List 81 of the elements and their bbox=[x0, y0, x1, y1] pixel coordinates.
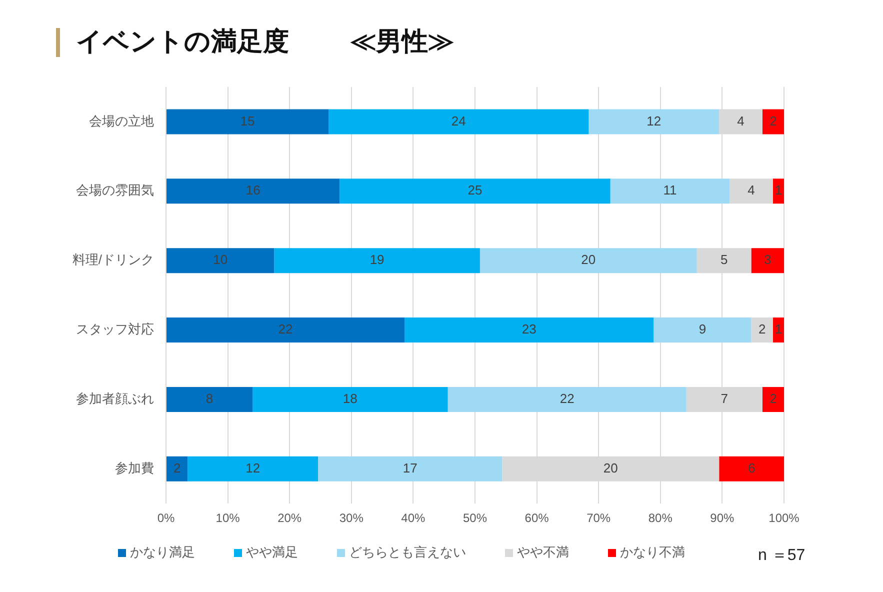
x-tick-label: 0% bbox=[157, 511, 175, 526]
annotation: 24 bbox=[451, 113, 466, 128]
bar bbox=[166, 456, 188, 482]
legend-label: どちらとも言えない bbox=[349, 544, 466, 560]
y-tick-label: 参加費 bbox=[115, 460, 154, 476]
annotation: 20 bbox=[603, 460, 618, 476]
annotation: 15 bbox=[240, 113, 255, 128]
x-tick-label: 30% bbox=[339, 511, 364, 526]
annotation: 20 bbox=[581, 252, 596, 268]
bar bbox=[448, 386, 686, 412]
annotation: 7 bbox=[720, 391, 728, 406]
annotation: 22 bbox=[278, 322, 293, 337]
x-tick-label: 80% bbox=[648, 511, 673, 526]
bar bbox=[772, 178, 784, 204]
annotation: 9 bbox=[698, 322, 706, 337]
annotation: 22 bbox=[560, 391, 574, 406]
annotation: 4 bbox=[748, 182, 755, 198]
annotation: 2 bbox=[173, 460, 181, 476]
annotation: 18 bbox=[342, 391, 358, 406]
legend-label: かなり不満 bbox=[620, 544, 685, 560]
bar bbox=[188, 456, 318, 482]
bar bbox=[762, 386, 784, 412]
bar bbox=[166, 178, 340, 204]
legend-label: やや不満 bbox=[517, 544, 569, 560]
chart-subtitle: ≪男性≫ bbox=[350, 25, 454, 57]
bar bbox=[762, 109, 784, 134]
bar bbox=[772, 318, 784, 343]
annotation: 11 bbox=[663, 182, 677, 198]
annotation: 1 bbox=[774, 322, 782, 337]
bar bbox=[719, 456, 784, 482]
annotation: 8 bbox=[206, 391, 214, 406]
y-tick-label: 料理/ドリンク bbox=[72, 252, 154, 268]
annotation: 25 bbox=[468, 182, 482, 198]
bar bbox=[318, 456, 502, 482]
bar bbox=[588, 109, 720, 134]
bar bbox=[328, 109, 589, 134]
bar bbox=[654, 318, 752, 343]
annotation: 12 bbox=[646, 113, 662, 128]
annotation: 19 bbox=[370, 252, 384, 268]
x-tick-label: 90% bbox=[710, 511, 735, 526]
y-tick-label: 会場の立地 bbox=[89, 113, 154, 128]
x-tick-label: 100% bbox=[768, 511, 800, 526]
bar bbox=[166, 386, 253, 412]
x-tick-label: 20% bbox=[278, 511, 302, 526]
bar bbox=[166, 109, 329, 134]
annotation: 5 bbox=[720, 252, 728, 268]
y-tick-label: 会場の雰囲気 bbox=[76, 182, 154, 198]
x-tick-label: 50% bbox=[462, 511, 488, 526]
bar bbox=[751, 248, 784, 274]
bar bbox=[480, 248, 697, 274]
annotation: 3 bbox=[764, 252, 772, 268]
annotation: 6 bbox=[748, 460, 756, 476]
bar bbox=[751, 318, 773, 343]
text: n ＝57 bbox=[758, 546, 806, 566]
bar bbox=[610, 178, 730, 204]
x-tick-label: 70% bbox=[586, 511, 611, 526]
legend-label: かなり満足 bbox=[130, 544, 195, 560]
bar bbox=[166, 248, 274, 274]
y-tick-label: スタッフ対応 bbox=[76, 322, 154, 337]
annotation: 2 bbox=[770, 391, 777, 406]
bar bbox=[166, 318, 405, 343]
annotation: 17 bbox=[402, 460, 418, 476]
bar bbox=[252, 386, 448, 412]
annotation: 10 bbox=[213, 252, 228, 268]
y-tick-label: 参加者顔ぶれ bbox=[76, 391, 154, 406]
bar bbox=[730, 178, 773, 204]
annotation: 23 bbox=[522, 322, 536, 337]
x-tick-label: 60% bbox=[524, 511, 550, 526]
x-tick-label: 40% bbox=[401, 511, 426, 526]
annotation: 2 bbox=[770, 113, 777, 128]
annotation: 16 bbox=[246, 182, 260, 198]
chart-title: イベントの満足度 bbox=[76, 25, 289, 57]
legend-label: やや満足 bbox=[246, 544, 298, 560]
bar bbox=[274, 248, 480, 274]
annotation: 4 bbox=[737, 113, 744, 128]
bar bbox=[404, 318, 654, 343]
annotation: 2 bbox=[758, 322, 766, 337]
annotation: 1 bbox=[774, 182, 782, 198]
annotation: 12 bbox=[246, 460, 260, 476]
x-tick-label: 10% bbox=[216, 511, 240, 526]
bar bbox=[340, 178, 610, 204]
